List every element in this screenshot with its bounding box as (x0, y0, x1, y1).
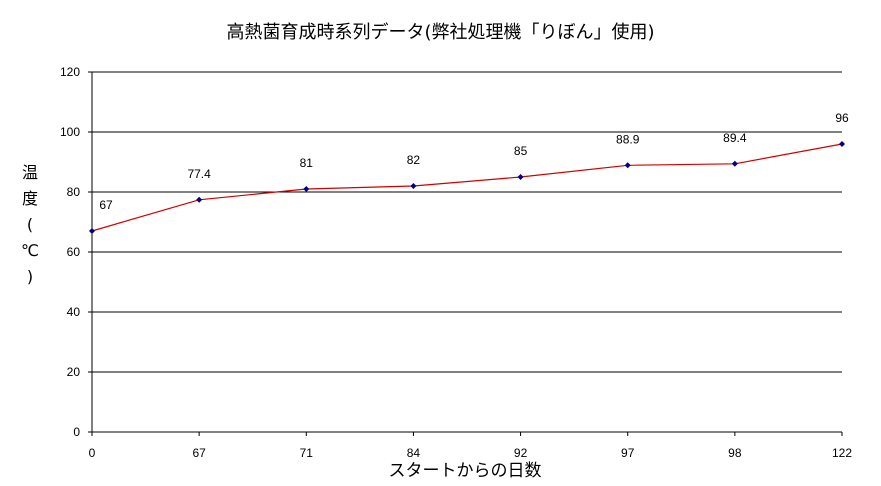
data-point (410, 183, 417, 189)
y-axis-label-char: 温 (21, 163, 38, 182)
x-tick-label: 67 (192, 446, 206, 460)
data-label: 77.4 (187, 167, 211, 181)
data-point (839, 141, 845, 147)
y-tick-label: 40 (67, 305, 81, 319)
gridlines (92, 71, 842, 373)
x-tick-label: 0 (89, 446, 96, 460)
axes (88, 71, 843, 436)
x-tick-label: 92 (514, 446, 528, 460)
x-tick-label: 97 (621, 446, 635, 460)
data-point (196, 196, 203, 203)
data-point (303, 186, 310, 192)
y-axis-label-char: 度 (21, 189, 38, 208)
data-point (89, 228, 95, 234)
y-axis-label-char: ) (26, 267, 34, 286)
x-tick-label: 98 (728, 446, 742, 460)
x-tick-label: 71 (300, 446, 314, 460)
y-tick-label: 0 (73, 425, 80, 439)
y-tick-labels: 0 20 40 60 80 100 120 (60, 65, 80, 439)
y-axis-label-char: ( (26, 215, 34, 234)
data-label: 81 (300, 156, 314, 170)
y-tick-label: 120 (60, 65, 80, 79)
chart-title: 高熱菌育成時系列データ(弊社処理機「りぼん」使用) (226, 22, 655, 43)
data-label: 82 (407, 153, 421, 167)
data-label: 89.4 (723, 131, 747, 145)
y-tick-label: 60 (67, 245, 81, 259)
y-axis-label-char: ℃ (21, 241, 39, 260)
y-tick-label: 100 (60, 125, 80, 139)
data-label: 67 (99, 198, 113, 212)
data-label: 96 (835, 111, 849, 125)
x-tick-labels: 0 67 71 84 92 97 98 122 (89, 446, 853, 460)
x-axis-label: スタートからの日数 (388, 461, 542, 481)
data-label: 88.9 (616, 132, 640, 146)
y-tick-label: 20 (67, 365, 81, 379)
data-label: 85 (514, 144, 528, 158)
series-line (91, 143, 843, 232)
data-point (731, 160, 738, 167)
x-tick-label: 122 (832, 446, 852, 460)
x-tick-label: 84 (407, 446, 421, 460)
data-point (517, 174, 524, 180)
series-temperature (89, 141, 845, 234)
data-point (624, 162, 631, 169)
y-axis-label: 温 度 ( ℃ ) (20, 160, 40, 290)
y-tick-label: 80 (67, 185, 81, 199)
data-labels: 67 77.4 81 82 85 88.9 89.4 96 (99, 111, 849, 212)
